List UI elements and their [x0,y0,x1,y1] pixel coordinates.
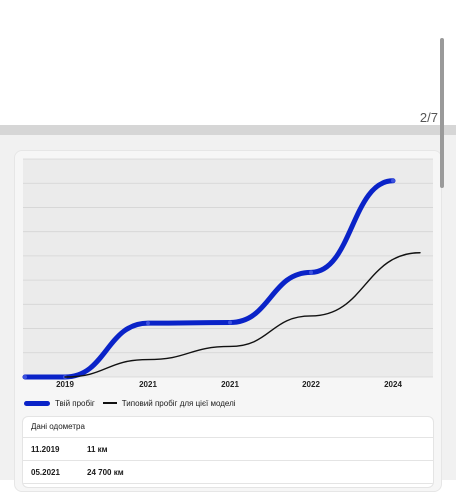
odometer-date: 05.2021 [31,467,60,477]
chart-grid [23,158,433,378]
user-mileage-point[interactable] [146,321,150,326]
table-row: 05.2021 24 700 км [23,461,433,484]
user-mileage-point[interactable] [391,178,395,183]
legend-label-typical: Типовий пробіг для цієї моделі [121,398,236,408]
x-tick-label: 2021 [139,380,157,389]
x-tick-label: 2019 [56,380,74,389]
legend-swatch-user [24,400,50,406]
odometer-value: 11 км [87,444,108,454]
user-mileage-point[interactable] [228,320,232,325]
legend-swatch-typical [102,402,117,404]
mileage-card: 2019 2021 2021 2022 2024 [14,150,442,492]
legend-item-user: Твій пробіг [24,399,95,408]
x-tick-label: 2021 [221,380,239,389]
legend-label-user: Твій пробіг [55,398,95,408]
chart-plot-area [23,159,433,377]
odometer-table: Дані одометра 11.2019 11 км 05.2021 24 7… [22,416,434,488]
vertical-scrollbar[interactable] [440,38,444,188]
section-divider [0,125,456,135]
legend-item-typical: Типовий пробіг для цієї моделі [102,398,236,408]
odometer-value: 24 700 км [87,467,124,477]
chart-legend: Твій пробіг Типовий пробіг для цієї моде… [24,397,236,409]
typical-mileage-line [64,252,421,378]
chart-lines [22,178,421,380]
odometer-date: 11.2019 [31,444,60,454]
odometer-table-title: Дані одометра [23,417,433,438]
user-mileage-point[interactable] [23,374,27,379]
page-indicator: 2/7 [419,110,438,125]
x-tick-label: 2022 [302,380,320,389]
x-tick-label: 2024 [384,380,402,389]
top-blank-area [0,0,456,125]
chart-x-ticks: 2019 2021 2021 2022 2024 [56,380,402,389]
mileage-chart: 2019 2021 2021 2022 2024 [22,158,433,389]
table-row: 11.2019 11 км [23,438,433,461]
user-mileage-point[interactable] [309,270,313,275]
